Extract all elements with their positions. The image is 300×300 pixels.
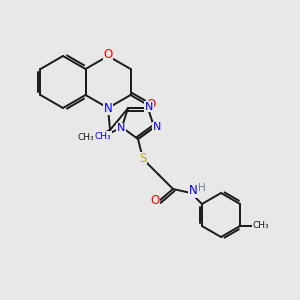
Text: N: N [145,102,153,112]
Text: CH₃: CH₃ [94,132,111,141]
Text: N: N [153,122,161,132]
Text: N: N [117,123,125,133]
Text: CH₃: CH₃ [253,221,269,230]
Text: N: N [189,184,197,197]
Text: H: H [198,183,206,193]
Text: O: O [103,49,113,62]
Text: O: O [150,194,160,208]
Text: CH₃: CH₃ [78,134,94,142]
Text: N: N [104,101,112,115]
Text: O: O [146,98,156,110]
Text: S: S [139,152,147,166]
